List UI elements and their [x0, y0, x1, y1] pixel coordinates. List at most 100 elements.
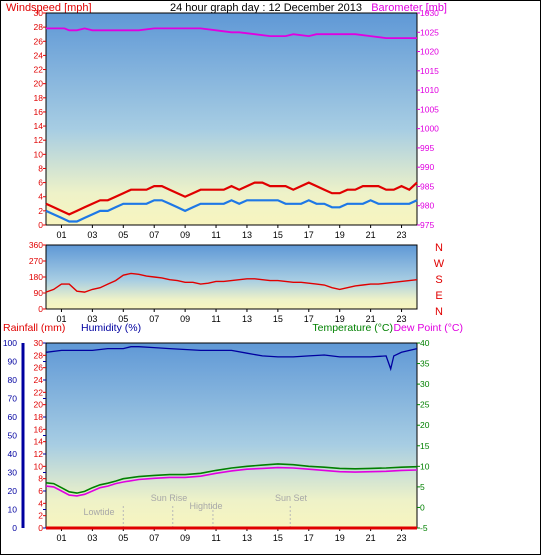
event-sunrise: Sun Rise [151, 493, 188, 503]
baro-y-tick-label: 985 [420, 181, 434, 191]
hum-x-tick-label: 07 [149, 533, 159, 543]
temp-y-tick-label: 30 [420, 379, 430, 389]
dewpoint-line [45, 466, 418, 497]
dir-y-tick-label: 270 [29, 256, 43, 266]
avg-wind-line [45, 199, 418, 223]
wind-y-tick-label: 4 [38, 192, 43, 202]
wind-y-tick-label: 14 [34, 121, 44, 131]
hum-x-tick-label: 19 [335, 533, 345, 543]
gust-line [45, 181, 418, 216]
wind-x-tick-label: 15 [273, 230, 283, 240]
hum-x-tick-label: 01 [56, 533, 66, 543]
wind-y-tick-label: 24 [34, 50, 44, 60]
baro-y-tick-label: 1005 [420, 104, 439, 114]
dir-y-tick-label: 180 [29, 272, 43, 282]
wind-y-tick-label: 2 [38, 206, 43, 216]
wind-y-tick-label: 8 [38, 163, 43, 173]
direction-line [45, 272, 418, 293]
rain-y-tick-label: 0 [38, 523, 43, 533]
dir-x-tick-label: 15 [273, 314, 283, 324]
rain-y-tick-label: 8 [38, 474, 43, 484]
series-layer [45, 27, 418, 530]
compass-n-bottom: N [435, 306, 443, 318]
wind-y-tick-label: 26 [34, 36, 44, 46]
wind-x-tick-label: 05 [118, 230, 128, 240]
hum-y-tick-label: 10 [8, 505, 18, 515]
dir-x-tick-label: 21 [366, 314, 376, 324]
dir-x-tick-label: 23 [397, 314, 407, 324]
hum-y-tick-label: 80 [8, 375, 18, 385]
dir-y-tick-label: 360 [29, 240, 43, 250]
wind-x-tick-label: 21 [366, 230, 376, 240]
rain-y-tick-label: 20 [34, 400, 44, 410]
temp-y-tick-label: 15 [420, 441, 430, 451]
wind-x-tick-label: 13 [242, 230, 252, 240]
baro-axis-title: Barometer [mb] [371, 2, 447, 14]
wind-y-tick-label: 6 [38, 178, 43, 188]
temp-y-tick-label: 35 [420, 359, 430, 369]
rain-y-tick-label: 18 [34, 412, 44, 422]
baro-y-tick-label: 1010 [420, 85, 439, 95]
dir-x-tick-label: 17 [304, 314, 314, 324]
dir-x-tick-label: 07 [149, 314, 159, 324]
dir-x-tick-label: 05 [118, 314, 128, 324]
wind-x-tick-label: 17 [304, 230, 314, 240]
hum-x-tick-label: 13 [242, 533, 252, 543]
wind-panel [45, 12, 418, 226]
rain-y-tick-label: 28 [34, 350, 44, 360]
chart-title: 24 hour graph day : 12 December 2013 [170, 2, 362, 14]
humidity-panel [45, 342, 418, 529]
dir-x-tick-label: 03 [87, 314, 97, 324]
compass-s: S [435, 274, 442, 286]
rain-y-tick-label: 10 [34, 461, 44, 471]
wind-y-tick-label: 18 [34, 93, 44, 103]
rain-y-tick-label: 26 [34, 363, 44, 373]
baro-y-tick-label: 990 [420, 162, 434, 172]
compass-w: W [434, 258, 445, 270]
axes-layer: 01 03 05 07 09 11 13 15 17 19 21 230246810121416182… [3, 8, 439, 543]
hum-x-tick-label: 21 [366, 533, 376, 543]
hum-y-tick-label: 70 [8, 394, 18, 404]
hum-y-tick-label: 50 [8, 431, 18, 441]
wind-x-tick-label: 03 [87, 230, 97, 240]
hum-x-tick-label: 11 [211, 533, 220, 543]
hum-y-tick-label: 60 [8, 412, 18, 422]
wind-y-tick-label: 22 [34, 65, 44, 75]
wind-y-tick-label: 10 [34, 149, 44, 159]
barometer-line [46, 27, 417, 39]
wind-x-tick-label: 01 [56, 230, 66, 240]
temp-y-tick-label: -5 [420, 523, 428, 533]
baro-y-tick-label: 995 [420, 143, 434, 153]
temperature-line [45, 463, 418, 494]
wind-x-tick-label: 07 [149, 230, 159, 240]
temp-y-tick-label: 25 [420, 400, 430, 410]
hum-y-tick-label: 20 [8, 486, 18, 496]
wind-axis-title: Windspeed [mph] [6, 2, 92, 14]
hum-y-tick-label: 0 [12, 523, 17, 533]
baro-y-tick-label: 1025 [420, 27, 439, 37]
rain-y-tick-label: 24 [34, 375, 44, 385]
hum-y-tick-label: 40 [8, 449, 18, 459]
temp-y-tick-label: 0 [420, 502, 425, 512]
wind-y-tick-label: 20 [34, 79, 44, 89]
hum-x-tick-label: 23 [397, 533, 407, 543]
baro-y-tick-label: 1020 [420, 47, 439, 57]
hum-x-tick-label: 15 [273, 533, 283, 543]
baro-y-tick-label: 1015 [420, 66, 439, 76]
rain-y-tick-label: 6 [38, 486, 43, 496]
hum-x-tick-label: 03 [87, 533, 97, 543]
dew-axis-title: Dew Point (°C) [393, 322, 463, 334]
dir-x-tick-label: 09 [180, 314, 190, 324]
temp-y-tick-label: 10 [420, 461, 430, 471]
compass-e: E [435, 290, 442, 302]
wind-x-tick-label: 19 [335, 230, 345, 240]
event-hightide: Hightide [189, 501, 222, 511]
rain-y-tick-label: 22 [34, 387, 44, 397]
baro-y-tick-label: 1030 [420, 8, 439, 18]
hum-x-tick-label: 17 [304, 533, 314, 543]
hum-y-tick-label: 100 [3, 338, 17, 348]
wind-x-tick-label: 23 [397, 230, 407, 240]
dir-x-tick-label: 19 [335, 314, 345, 324]
hum-x-tick-label: 05 [118, 533, 128, 543]
